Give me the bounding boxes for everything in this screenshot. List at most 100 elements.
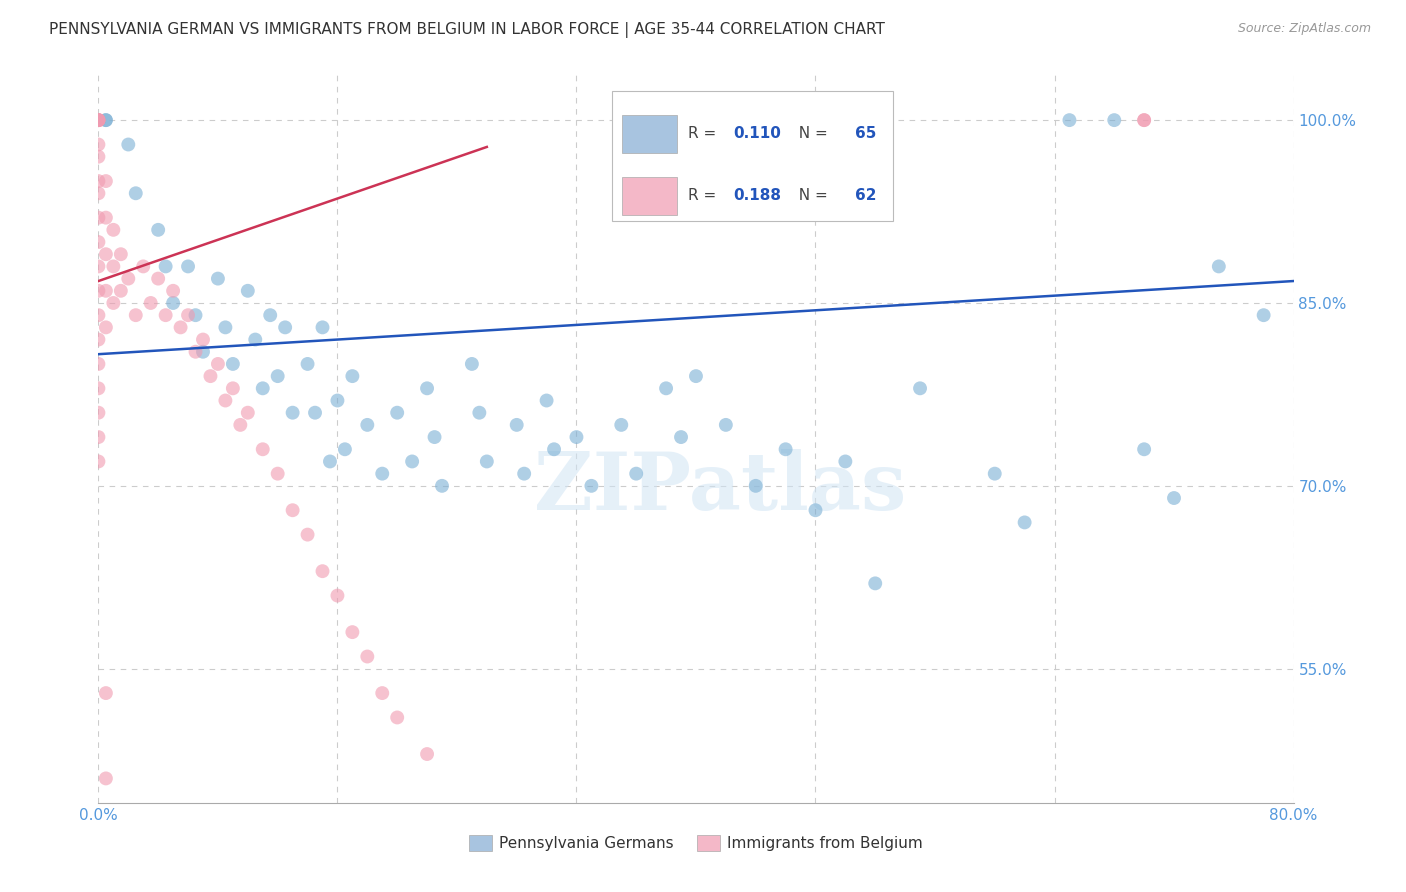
Point — [155, 260, 177, 274]
Point — [222, 381, 245, 395]
Point — [326, 589, 349, 603]
Point — [326, 393, 349, 408]
Point — [245, 333, 267, 347]
Point — [252, 442, 274, 457]
Point — [103, 223, 125, 237]
Point — [236, 406, 259, 420]
Point — [148, 271, 170, 285]
Point — [685, 369, 707, 384]
Point — [94, 772, 117, 786]
Point — [342, 369, 364, 384]
Point — [87, 174, 110, 188]
Point — [155, 308, 177, 322]
Point — [385, 710, 409, 724]
Point — [252, 381, 274, 395]
Point — [1059, 113, 1081, 128]
Point — [865, 576, 887, 591]
Point — [581, 479, 603, 493]
Point — [191, 344, 214, 359]
Point — [177, 260, 200, 274]
Point — [281, 406, 304, 420]
Point — [297, 527, 319, 541]
Point — [87, 430, 110, 444]
Point — [610, 417, 633, 432]
Point — [162, 296, 184, 310]
Point — [103, 296, 125, 310]
Point — [297, 357, 319, 371]
Point — [94, 113, 117, 128]
Point — [1014, 516, 1036, 530]
Point — [461, 357, 484, 371]
Point — [356, 649, 378, 664]
Text: R =: R = — [688, 188, 721, 203]
Point — [1133, 113, 1156, 128]
Point — [236, 284, 259, 298]
Point — [468, 406, 491, 420]
Point — [87, 260, 110, 274]
Point — [94, 247, 117, 261]
Point — [117, 137, 139, 152]
Point — [94, 211, 117, 225]
Point — [214, 320, 236, 334]
Point — [94, 320, 117, 334]
Point — [214, 393, 236, 408]
Point — [87, 113, 110, 128]
Point — [259, 308, 281, 322]
Point — [1104, 113, 1126, 128]
Point — [319, 454, 342, 468]
Point — [1253, 308, 1275, 322]
Point — [311, 320, 333, 334]
Point — [87, 381, 110, 395]
Text: 65: 65 — [855, 126, 876, 141]
Point — [655, 381, 678, 395]
Point — [207, 357, 229, 371]
Text: 62: 62 — [855, 188, 876, 203]
Point — [513, 467, 536, 481]
Point — [87, 357, 110, 371]
Point — [184, 308, 207, 322]
Point — [281, 503, 304, 517]
Point — [333, 442, 356, 457]
Point — [191, 333, 214, 347]
Point — [87, 113, 110, 128]
Point — [184, 344, 207, 359]
Point — [775, 442, 797, 457]
Text: PENNSYLVANIA GERMAN VS IMMIGRANTS FROM BELGIUM IN LABOR FORCE | AGE 35-44 CORREL: PENNSYLVANIA GERMAN VS IMMIGRANTS FROM B… — [49, 22, 886, 38]
Text: 0.188: 0.188 — [733, 188, 780, 203]
Text: ZIPatlas: ZIPatlas — [534, 450, 905, 527]
Point — [229, 417, 252, 432]
Text: R =: R = — [688, 126, 721, 141]
FancyBboxPatch shape — [621, 115, 676, 153]
Point — [804, 503, 827, 517]
Point — [430, 479, 453, 493]
Point — [1133, 442, 1156, 457]
Point — [87, 235, 110, 249]
Point — [132, 260, 155, 274]
Point — [87, 113, 110, 128]
Point — [87, 113, 110, 128]
Text: Source: ZipAtlas.com: Source: ZipAtlas.com — [1237, 22, 1371, 36]
Point — [371, 467, 394, 481]
Point — [94, 174, 117, 188]
Point — [274, 320, 297, 334]
Text: N =: N = — [789, 126, 832, 141]
Point — [110, 247, 132, 261]
Point — [94, 686, 117, 700]
Point — [908, 381, 931, 395]
Point — [1133, 113, 1156, 128]
Point — [87, 333, 110, 347]
Point — [125, 186, 148, 201]
Point — [669, 430, 692, 444]
Point — [475, 454, 498, 468]
Point — [87, 308, 110, 322]
Point — [1163, 491, 1185, 505]
Point — [177, 308, 200, 322]
Point — [745, 479, 768, 493]
Point — [626, 467, 648, 481]
Point — [356, 417, 378, 432]
Point — [714, 417, 737, 432]
Point — [87, 113, 110, 128]
FancyBboxPatch shape — [621, 178, 676, 216]
Point — [169, 320, 191, 334]
Point — [87, 284, 110, 298]
